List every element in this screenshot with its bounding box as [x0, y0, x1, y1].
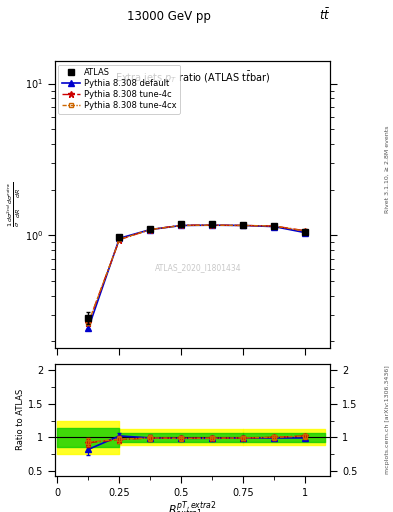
- Text: $t\bar{t}$: $t\bar{t}$: [319, 8, 330, 23]
- Text: Rivet 3.1.10, ≥ 2.8M events: Rivet 3.1.10, ≥ 2.8M events: [385, 125, 389, 212]
- Y-axis label: $\frac{1}{\sigma}\frac{d\sigma^{2nd}}{dR}\frac{d\sigma^{extra}}{dR}$: $\frac{1}{\sigma}\frac{d\sigma^{2nd}}{dR…: [6, 182, 24, 227]
- Text: ATLAS_2020_I1801434: ATLAS_2020_I1801434: [155, 263, 241, 272]
- Legend: ATLAS, Pythia 8.308 default, Pythia 8.308 tune-4c, Pythia 8.308 tune-4cx: ATLAS, Pythia 8.308 default, Pythia 8.30…: [58, 65, 180, 114]
- Text: 13000 GeV pp: 13000 GeV pp: [127, 10, 211, 23]
- Text: mcplots.cern.ch [arXiv:1306.3436]: mcplots.cern.ch [arXiv:1306.3436]: [385, 366, 389, 474]
- X-axis label: $R^{pT,extra2}_{extra1}$: $R^{pT,extra2}_{extra1}$: [168, 499, 217, 512]
- Y-axis label: Ratio to ATLAS: Ratio to ATLAS: [16, 389, 25, 451]
- Text: Extra jets $p_T$ ratio (ATLAS t$\bar{t}$bar): Extra jets $p_T$ ratio (ATLAS t$\bar{t}$…: [115, 70, 270, 86]
